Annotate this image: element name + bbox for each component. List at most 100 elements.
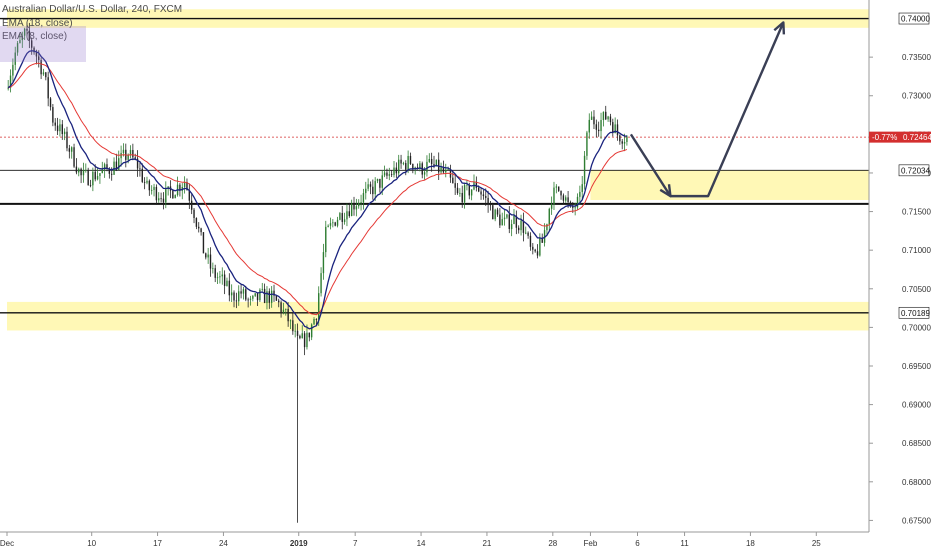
candle-body [200, 228, 202, 233]
candle-body [160, 198, 162, 200]
candle-body [47, 77, 49, 99]
arrow-head-up [773, 21, 786, 35]
candle-body [240, 291, 242, 294]
level-badge-0.70189-bg [898, 306, 930, 319]
candle-body [574, 207, 576, 209]
candle-body [80, 168, 82, 176]
candle-body [365, 188, 367, 194]
x-tick-label: 17 [153, 539, 162, 548]
candle-body [292, 320, 294, 332]
candle-body [26, 28, 28, 31]
y-tick-label: 0.68500 [902, 439, 931, 448]
candle-body [289, 320, 292, 322]
candle-body [555, 186, 558, 188]
candle-body [56, 125, 59, 132]
candle-body [503, 217, 506, 220]
ema-layer [7, 50, 628, 330]
candle-body [285, 308, 287, 310]
candle-body [21, 35, 23, 41]
candle-body [360, 202, 362, 204]
candle-body [245, 289, 247, 300]
candle-body [322, 252, 325, 274]
candle-body [85, 169, 87, 171]
candle-body [89, 185, 92, 186]
candle-body [532, 246, 534, 250]
candle-body [219, 276, 221, 278]
candle-body [362, 193, 365, 203]
candle-body [198, 226, 200, 229]
candle-body [485, 196, 487, 198]
candle-body [315, 319, 318, 320]
y-tick-label: 0.70500 [902, 285, 931, 294]
candle-body [228, 280, 231, 296]
candle-body [249, 298, 252, 300]
candle-body [529, 235, 532, 247]
candle-body [287, 308, 289, 322]
candle-body [607, 116, 609, 120]
candle-body [372, 186, 374, 195]
candle-body [259, 289, 261, 301]
candle-body [350, 203, 353, 217]
candle-body [374, 181, 376, 195]
candle-body [66, 131, 68, 149]
candle-body [23, 28, 26, 36]
candle-body [306, 332, 308, 348]
price-badges-layer: 0.74000 0.72034 0.70189 -0.77% 0.72464 [869, 12, 932, 319]
candle-body [466, 184, 468, 186]
candle-body [70, 147, 73, 152]
level-badge-0.72034: 0.72034 [901, 166, 930, 175]
candle-body [280, 302, 282, 313]
y-tick-label: 0.68000 [902, 478, 931, 487]
candle-body [430, 159, 433, 165]
legend-highlight-box [0, 26, 86, 62]
candle-body [294, 330, 296, 332]
y-tick-label: 0.70000 [902, 323, 931, 332]
candle-body [539, 237, 541, 256]
candle-body [583, 155, 586, 185]
candle-body [487, 197, 489, 205]
candle-body [588, 119, 590, 133]
x-tick-label: 2019 [290, 539, 308, 548]
candle-body [386, 172, 388, 176]
candle-body [576, 196, 579, 208]
candle-body [233, 292, 235, 301]
candle-body [42, 72, 45, 75]
x-tick-label: 11 [680, 539, 689, 548]
candle-body [16, 43, 19, 53]
candle-body [52, 107, 54, 123]
candle-body [477, 187, 480, 192]
candle-body [515, 215, 518, 228]
candle-body [308, 332, 311, 338]
y-tick-label: 0.71500 [902, 208, 931, 217]
candle-body [273, 290, 275, 296]
candle-body [621, 141, 623, 144]
candle-body [139, 168, 141, 170]
candle-body [268, 291, 271, 303]
candle-body [395, 167, 398, 174]
candle-body [393, 167, 395, 175]
candle-body [254, 293, 256, 296]
candle-body [510, 224, 513, 230]
candle-body [106, 164, 108, 169]
x-tick-label: 7 [353, 539, 358, 548]
ema-18-legend[interactable]: EMA (18, close) [2, 18, 73, 29]
candle-body [247, 299, 249, 301]
candle-body [193, 209, 195, 218]
x-tick-label: 10 [87, 539, 96, 548]
candle-body [96, 176, 99, 180]
candle-body [332, 222, 334, 224]
candle-body [463, 185, 466, 203]
candle-body [40, 60, 42, 75]
candle-body [146, 180, 148, 183]
candle-body [63, 131, 66, 135]
candle-body [426, 161, 428, 173]
zones-layer [7, 9, 869, 331]
ema-8-legend[interactable]: EMA (8, close) [2, 31, 68, 42]
candle-body [299, 335, 301, 339]
candle-body [550, 204, 553, 209]
candle-body [454, 183, 456, 188]
candle-body [28, 30, 31, 41]
